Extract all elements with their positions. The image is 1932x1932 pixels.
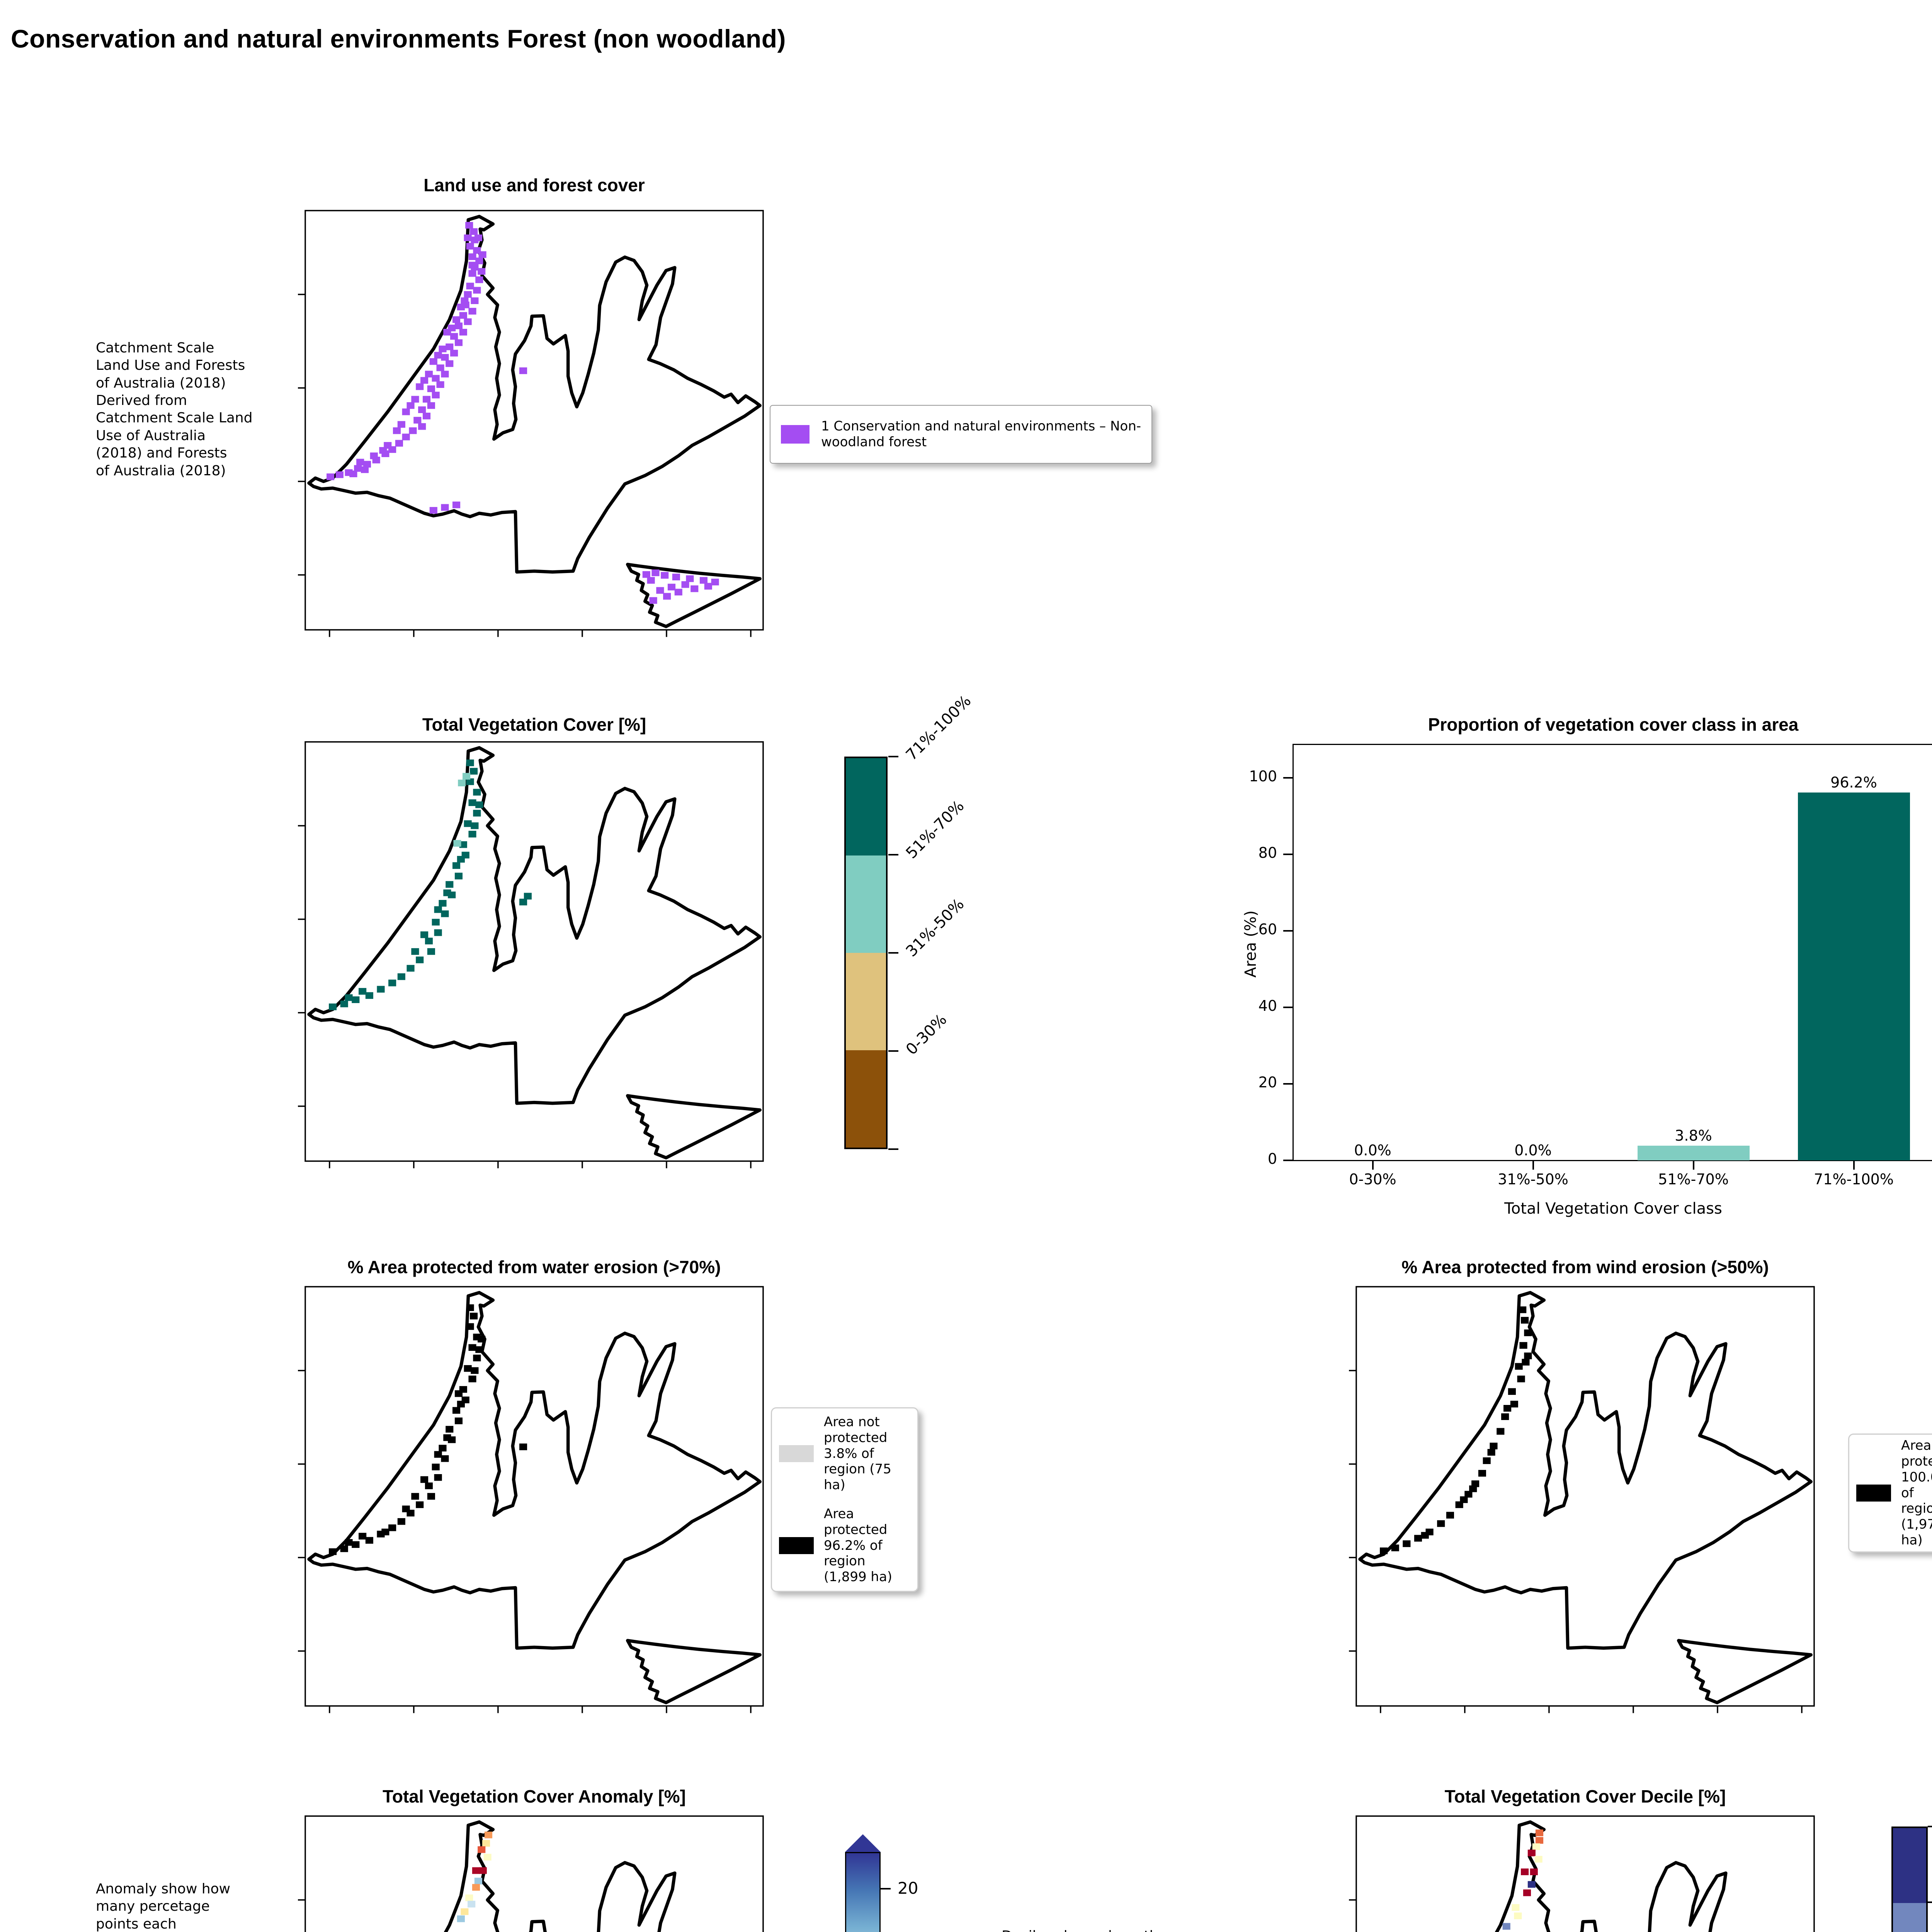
x-tick <box>1853 1161 1855 1170</box>
land-use-legend-swatch <box>781 425 810 444</box>
water-erosion-title: % Area protected from water erosion (>70… <box>347 1257 721 1277</box>
y-tick <box>1283 1083 1293 1085</box>
map-veg-cover <box>305 742 763 1161</box>
land-use-legend-label: 1 Conservation and natural environments … <box>821 418 1141 450</box>
legend-item: Area protected 100.0% of region (1,975 h… <box>1856 1438 1932 1548</box>
wind-erosion-title: % Area protected from wind erosion (>50%… <box>1401 1257 1769 1277</box>
colorbar-tick <box>1928 1826 1932 1827</box>
y-tick-label: 100 <box>1249 768 1277 785</box>
anomaly-title: Total Vegetation Cover Anomaly [%] <box>383 1786 686 1806</box>
bar-value-label: 0.0% <box>1354 1142 1391 1159</box>
area-not-protected-swatch <box>779 1445 814 1462</box>
x-tick <box>1532 1161 1534 1170</box>
colorbar-tick <box>888 854 898 855</box>
colorbar-label: 31%-50% <box>902 895 968 961</box>
y-tick <box>1283 1160 1293 1161</box>
y-tick-label: 80 <box>1258 844 1277 861</box>
colorbar-label: 20 <box>898 1879 918 1898</box>
map-land-use <box>305 211 763 630</box>
anomaly-colorbar-body <box>845 1852 881 1932</box>
wind-erosion-legend: Area protected 100.0% of region (1,975 h… <box>1848 1434 1932 1553</box>
x-tick <box>1372 1161 1374 1170</box>
y-tick-label: 20 <box>1258 1074 1277 1091</box>
x-tick <box>1692 1161 1694 1170</box>
proportion-plot-area <box>1293 744 1932 1161</box>
colorbar-label: 0-30% <box>902 1010 951 1059</box>
legend-item: Area not protected 3.8% of region (75 ha… <box>779 1414 910 1493</box>
decile-title: Total Vegetation Cover Decile [%] <box>1444 1786 1726 1806</box>
veg-cover-title: Total Vegetation Cover [%] <box>422 714 646 735</box>
colorbar-tick <box>888 952 898 954</box>
water-erosion-legend: Area not protected 3.8% of region (75 ha… <box>771 1407 918 1592</box>
bar-value-label: 0.0% <box>1514 1142 1552 1159</box>
y-tick <box>1283 930 1293 932</box>
map-water-erosion <box>305 1287 763 1706</box>
y-tick-label: 40 <box>1258 997 1277 1014</box>
area-protected-label: Area protected 100.0% of region (1,975 h… <box>1901 1438 1932 1548</box>
colorbar-tick <box>1928 1901 1932 1903</box>
decile-colorbar <box>1891 1827 1928 1932</box>
anomaly-side-text: Anomaly show how many percetage points e… <box>96 1881 231 1932</box>
colorbar-tick <box>888 1148 898 1150</box>
veg-cover-colorbar <box>844 757 888 1149</box>
proportion-title: Proportion of vegetation cover class in … <box>1428 714 1799 735</box>
x-tick-label: 31%-50% <box>1498 1171 1568 1188</box>
colorbar-tick <box>881 1888 891 1890</box>
colorbar-label: 71%-100% <box>902 692 975 764</box>
bar-value-label: 3.8% <box>1675 1127 1712 1144</box>
y-tick <box>1283 854 1293 855</box>
colorbar-tick <box>888 756 898 757</box>
y-tick-label: 0 <box>1267 1150 1277 1167</box>
y-tick <box>1283 777 1293 779</box>
proportion-xlabel: Total Vegetation Cover class <box>1504 1200 1722 1218</box>
bar <box>1798 793 1910 1160</box>
area-protected-swatch <box>779 1537 814 1554</box>
map-anomaly <box>305 1816 763 1932</box>
decile-side-text: Deciles show where the pixel value lies … <box>1002 1927 1233 1932</box>
x-tick-label: 71%-100% <box>1814 1171 1894 1188</box>
y-tick <box>1283 1007 1293 1008</box>
page-title: Conservation and natural environments Fo… <box>11 24 786 53</box>
land-use-side-text: Catchment Scale Land Use and Forests of … <box>96 340 253 479</box>
area-not-protected-label: Area not protected 3.8% of region (75 ha… <box>824 1414 891 1493</box>
land-use-legend: 1 Conservation and natural environments … <box>770 405 1152 464</box>
y-tick-label: 60 <box>1258 921 1277 938</box>
x-tick-label: 51%-70% <box>1658 1171 1729 1188</box>
colorbar-tick <box>888 1050 898 1052</box>
bar <box>1637 1146 1750 1160</box>
bar-value-label: 96.2% <box>1830 774 1877 791</box>
legend-item: Area protected 96.2% of region (1,899 ha… <box>779 1506 910 1585</box>
map-wind-erosion <box>1356 1287 1814 1706</box>
area-protected-swatch <box>1856 1485 1891 1502</box>
colorbar-arrow-top <box>845 1834 881 1852</box>
area-protected-label: Area protected 96.2% of region (1,899 ha… <box>824 1506 893 1585</box>
map-decile <box>1356 1816 1814 1932</box>
colorbar-label: 51%-70% <box>902 797 968 862</box>
x-tick-label: 0-30% <box>1349 1171 1396 1188</box>
land-use-title: Land use and forest cover <box>423 175 645 195</box>
